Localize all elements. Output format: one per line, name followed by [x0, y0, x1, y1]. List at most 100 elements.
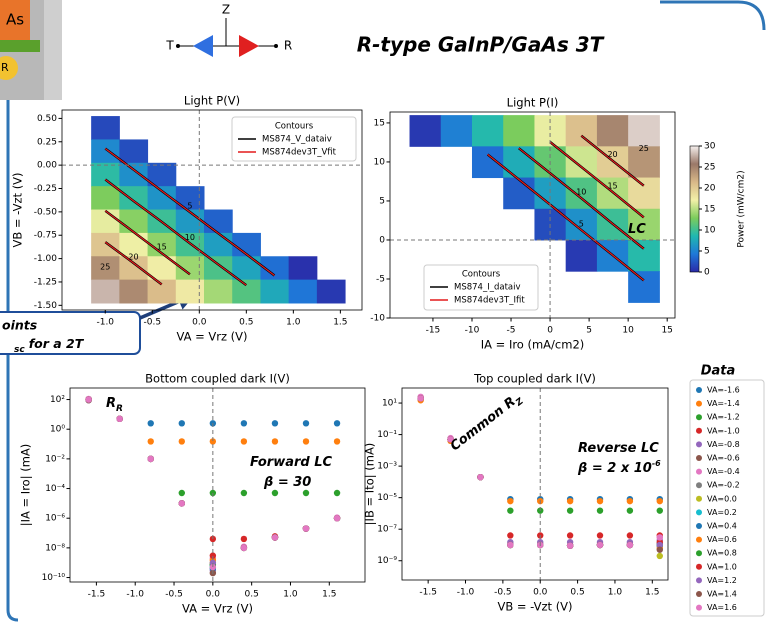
- data-point: [271, 438, 279, 445]
- heat-cell: [628, 208, 660, 241]
- data-point: [240, 489, 248, 497]
- x-tick-label: -1.5: [419, 588, 437, 598]
- heat-cell: [565, 146, 598, 179]
- colorbar-tick-label: 30: [704, 142, 716, 152]
- annotation-text: β = 2 x 10: [577, 461, 652, 476]
- heat-cell: [232, 232, 261, 257]
- heat-cell: [260, 256, 290, 281]
- data-point: [302, 438, 310, 445]
- data-point: [626, 497, 634, 505]
- x-tick-label: 5: [586, 326, 592, 336]
- data-point: [333, 438, 341, 445]
- data-point: [507, 507, 514, 514]
- x-tick-label: 0.5: [239, 318, 253, 328]
- plot-frame: [401, 387, 669, 581]
- data-point: [240, 420, 248, 427]
- colorbar-tick-label: 15: [704, 205, 715, 215]
- heat-cell: [119, 256, 149, 281]
- data-point: [240, 544, 248, 552]
- data-point: [417, 395, 424, 402]
- legend-label: MS874_V_dataiv: [262, 135, 332, 145]
- contour-label: 10: [576, 188, 586, 197]
- x-tick-label: 0: [547, 326, 553, 336]
- heat-cell: [565, 239, 598, 272]
- contour-label: 25: [639, 144, 649, 153]
- heat-cell: [147, 186, 177, 211]
- colorbar-tick-label: 25: [704, 163, 715, 173]
- x-axis-label: IA = Iro (mA/cm2): [481, 338, 585, 352]
- chart: 5 10 15 20 25 Contours MS874_I_dataiv MS874dev3…: [370, 96, 746, 352]
- annotation-text: β = 30: [263, 475, 311, 490]
- y-tick-label: 15: [374, 118, 385, 128]
- x-tick-label: -5: [507, 326, 516, 336]
- heat-cell: [91, 162, 120, 187]
- legend-swatch: [696, 523, 702, 529]
- y-tick-label: -1.25: [34, 277, 57, 287]
- device-label: R: [1, 61, 9, 74]
- y-tick-label: 10⁰: [50, 425, 65, 435]
- x-axis-label: VB = -Vzt (V): [497, 600, 572, 614]
- heat-cell: [91, 116, 120, 140]
- data-point: [302, 525, 310, 532]
- chart-title: Light P(V): [184, 94, 240, 108]
- y-tick-label: -0.50: [34, 207, 58, 217]
- legend-label: VA=1.2: [707, 576, 737, 585]
- legend-box: [231, 116, 357, 162]
- slide-border: [660, 0, 766, 31]
- heat-cell: [628, 115, 660, 147]
- y-tick-label: 10⁻⁴: [45, 484, 65, 494]
- colorbar-label: Power (mW/cm2): [737, 170, 747, 247]
- annotation-sub: R: [116, 404, 123, 414]
- x-tick-label: 10: [622, 326, 634, 336]
- terminal-label: Z: [222, 3, 230, 17]
- legend-label: VA=0.0: [707, 494, 737, 503]
- data-point: [626, 532, 634, 539]
- callout-sub: sc: [14, 345, 25, 355]
- data-point: [240, 438, 248, 445]
- contour-label: 5: [187, 201, 192, 210]
- heat-cell: [91, 139, 120, 164]
- heat-cell: [232, 256, 261, 281]
- annotation: Reverse LC: [578, 441, 659, 456]
- legend-swatch: [696, 563, 702, 570]
- y-tick-label: -0.75: [34, 231, 57, 241]
- heat-cell: [119, 209, 149, 234]
- data-point: [507, 497, 514, 505]
- data-point: [333, 420, 341, 427]
- legend-swatch: [696, 495, 702, 502]
- data-point: [209, 563, 217, 571]
- contour-label: 10: [185, 233, 195, 242]
- data-point: [209, 438, 217, 445]
- data-point: [656, 534, 663, 541]
- legend-label: VA=-0.4: [707, 467, 740, 476]
- legend-swatch: [696, 400, 702, 407]
- callout: oints sc for a 2T: [0, 293, 196, 355]
- chart: Data VA=-1.6 VA=-1.4 VA=-1.2 VA=-1.0 VA=-0.8 V…: [19, 364, 765, 617]
- x-tick-label: 0.0: [192, 318, 207, 328]
- annotation: β = 2 x 10-6: [577, 459, 661, 476]
- x-tick-label: 0.5: [570, 588, 584, 598]
- legend-box: [689, 379, 765, 617]
- heat-cell: [565, 177, 598, 210]
- heat-cell: [204, 209, 233, 234]
- data-point: [566, 532, 574, 539]
- legend-label: VA=-0.8: [707, 440, 740, 449]
- y-tick-label: 10⁻⁷: [377, 525, 397, 535]
- colorbar-tick-label: 0: [704, 268, 710, 278]
- y-tick-label: 0.50: [37, 114, 57, 124]
- data-point: [178, 500, 185, 507]
- x-axis-label: VA = Vrz (V): [182, 602, 253, 616]
- legend-title: Contours: [275, 122, 314, 132]
- x-tick-label: 0.0: [533, 588, 548, 598]
- terminal-label: R: [284, 39, 292, 53]
- chart-title: Light P(I): [507, 96, 559, 110]
- y-tick-label: 10⁻⁶: [45, 514, 65, 524]
- y-tick-label: 10⁻⁸: [45, 543, 65, 553]
- annotation: RR: [106, 396, 123, 414]
- annotation-text: R: [106, 396, 116, 411]
- colorbar: [689, 145, 700, 273]
- legend-swatch: [696, 550, 702, 557]
- legend-label: MS874dev3T_Ifit: [454, 296, 525, 306]
- legend-title: Data: [701, 364, 736, 379]
- x-tick-label: -0.5: [494, 588, 512, 598]
